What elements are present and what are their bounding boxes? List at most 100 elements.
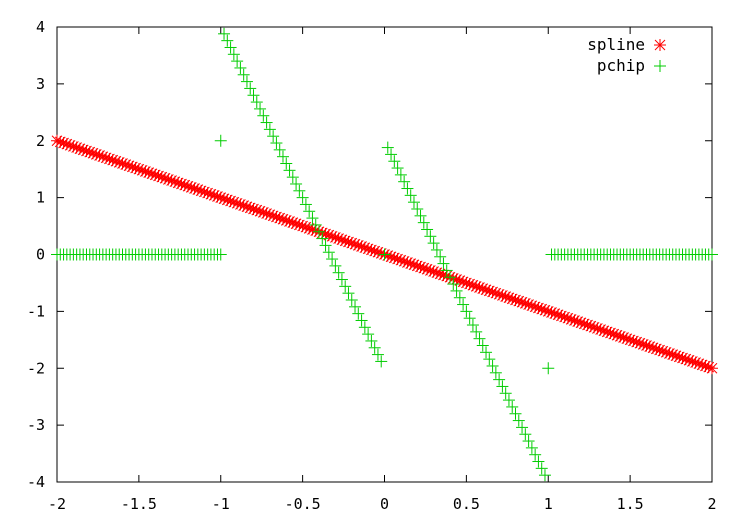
y-tick-label: 3 (36, 75, 45, 93)
pchip-point (276, 150, 289, 163)
pchip-point (240, 75, 253, 88)
pchip-point (280, 157, 293, 170)
pchip-point (247, 89, 260, 102)
series-pchip (51, 27, 718, 482)
pchip-point (313, 225, 325, 238)
pchip-point (214, 134, 227, 147)
pchip-point (522, 435, 535, 448)
pchip-point (250, 96, 263, 109)
pchip-point (231, 55, 244, 68)
pchip-point (483, 353, 496, 366)
y-tick-label: 4 (36, 18, 45, 36)
pchip-point (260, 116, 273, 129)
pchip-point (542, 362, 555, 375)
pchip-point (509, 407, 522, 420)
x-tick-label: -1 (212, 495, 230, 513)
pchip-point (227, 48, 240, 61)
pchip-point (502, 394, 515, 407)
pchip-point (434, 250, 447, 263)
pchip-point (349, 300, 362, 313)
pchip-point (519, 428, 532, 441)
pchip-point (234, 61, 247, 74)
pchip-point (457, 298, 470, 311)
y-tick-label: 0 (36, 246, 45, 264)
pchip-point (476, 339, 489, 352)
legend-marker-spline (654, 39, 666, 51)
pchip-point (355, 314, 368, 327)
pchip-point (214, 248, 227, 261)
pchip-point (414, 209, 427, 222)
pchip-point (290, 177, 303, 190)
pchip-point (421, 223, 434, 236)
pchip-point (329, 259, 342, 272)
pchip-point (326, 253, 339, 266)
pchip-point (499, 387, 512, 400)
pchip-point (299, 198, 312, 211)
pchip-point (244, 82, 257, 95)
x-tick-label: -1.5 (121, 495, 157, 513)
x-tick-label: 2 (707, 495, 716, 513)
pchip-point (322, 246, 335, 259)
pchip-point (529, 448, 542, 461)
x-tick-label: -0.5 (285, 495, 321, 513)
pchip-point (254, 102, 267, 115)
pchip-point (489, 366, 502, 379)
pchip-point (332, 266, 345, 279)
pchip-point (388, 155, 401, 168)
pchip-point (440, 264, 453, 277)
pchip-point (447, 278, 460, 291)
pchip-point (535, 462, 548, 475)
pchip-point (473, 332, 486, 345)
pchip-point (430, 243, 443, 256)
y-tick-label: -1 (27, 302, 45, 320)
pchip-point (362, 328, 375, 341)
pchip-point (237, 68, 250, 81)
y-tick-label: -3 (27, 416, 45, 434)
pchip-point (525, 441, 538, 454)
y-axis: -4 -3 -2 -1 0 1 2 3 4 (27, 18, 712, 491)
pchip-point (394, 168, 407, 181)
pchip-point (706, 248, 718, 261)
pchip-point (437, 257, 450, 270)
pchip-point (381, 141, 394, 154)
x-tick-label: 0.5 (453, 495, 480, 513)
pchip-point (538, 469, 551, 482)
legend-label-pchip: pchip (597, 56, 645, 75)
x-tick-label: -2 (48, 495, 66, 513)
pchip-point (273, 143, 286, 156)
y-tick-label: 2 (36, 132, 45, 150)
pchip-point (532, 455, 545, 468)
pchip-point (407, 196, 420, 209)
pchip-point (365, 334, 378, 347)
pchip-point (470, 325, 483, 338)
pchip-point (460, 305, 473, 318)
pchip-point (463, 312, 476, 325)
pchip-point (224, 41, 237, 54)
pchip-point (335, 273, 348, 286)
spline-point (706, 362, 718, 375)
pchip-point (516, 421, 529, 434)
x-tick-label: 0 (380, 495, 389, 513)
pchip-point (466, 319, 479, 332)
pchip-point (512, 414, 525, 427)
pchip-point (444, 271, 456, 284)
series-layer (51, 27, 718, 482)
pchip-point (263, 123, 276, 136)
pchip-point (378, 248, 391, 261)
legend-marker-pchip (654, 60, 666, 72)
pchip-point (411, 203, 424, 215)
pchip-point (486, 359, 499, 372)
pchip-point (319, 239, 332, 252)
pchip-point (480, 346, 493, 359)
pchip-point (427, 237, 440, 250)
pchip-point (352, 307, 365, 320)
legend: spline pchip (587, 35, 666, 75)
pchip-point (496, 380, 509, 393)
x-tick-label: 1 (544, 495, 553, 513)
pchip-point (218, 27, 231, 40)
pchip-point (342, 287, 355, 300)
pchip-point (493, 373, 506, 386)
y-tick-label: -2 (27, 359, 45, 377)
y-tick-label: -4 (27, 473, 45, 491)
pchip-point (450, 284, 463, 297)
